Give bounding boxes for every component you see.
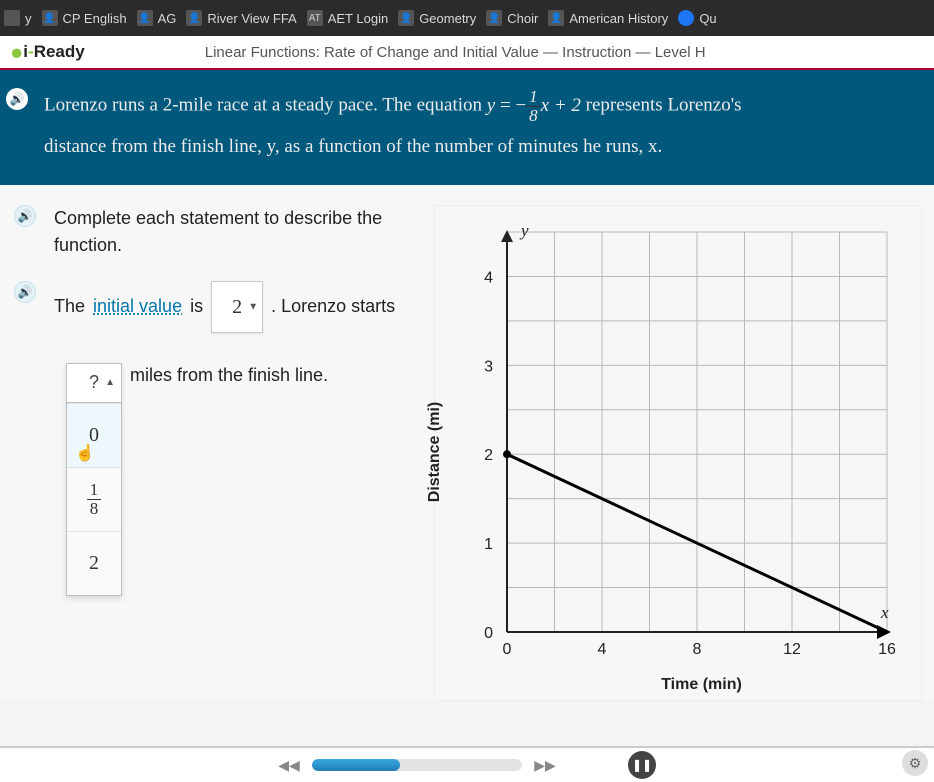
bookmark-label: River View FFA (207, 11, 296, 26)
dropdown-option[interactable]: 0☝ (67, 403, 121, 467)
person-icon: 👤 (486, 10, 502, 26)
progress-fill (312, 759, 400, 771)
initial-value-link[interactable]: initial value (93, 293, 182, 320)
svg-text:2: 2 (484, 447, 493, 464)
eq-y: y (487, 95, 495, 116)
logo-dot: ● (10, 40, 23, 65)
progress-bar[interactable] (312, 759, 522, 771)
svg-text:12: 12 (783, 641, 801, 658)
audio-icon[interactable]: 🔊 (6, 88, 28, 110)
bookmark-item[interactable]: 👤 Choir (486, 10, 538, 26)
bookmark-label: Qu (699, 11, 716, 26)
bookmark-label: Geometry (419, 11, 476, 26)
app-header: ●i-Ready Linear Functions: Rate of Chang… (0, 36, 934, 70)
bookmark-item[interactable]: 👤 American History (548, 10, 668, 26)
eq-xplus: x + 2 (541, 95, 581, 116)
person-icon: 👤 (548, 10, 564, 26)
bookmark-label: Choir (507, 11, 538, 26)
bookmark-item[interactable]: Qu (678, 10, 716, 26)
problem-line2: distance from the finish line, y, as a f… (44, 131, 910, 163)
svg-text:4: 4 (598, 641, 607, 658)
y-axis-label: Distance (mi) (426, 402, 444, 502)
problem-text-b: represents Lorenzo's (586, 95, 742, 116)
settings-button[interactable]: ⚙ (902, 750, 928, 776)
s1-text-c: . Lorenzo starts (271, 293, 395, 320)
dropdown-current[interactable]: ? ▲ (66, 363, 122, 403)
dropdown-value: 2 (232, 292, 242, 322)
person-icon: 👤 (186, 10, 202, 26)
chart-wrap: Distance (mi) 048121601234yx Time (min) (443, 212, 913, 692)
bookmarks-bar: y 👤 CP English 👤 AG 👤 River View FFA AT AET Logi… (0, 0, 934, 36)
dropdown-start-miles[interactable]: ? ▲ 0☝182 (66, 363, 122, 596)
audio-icon[interactable]: 🔊 (14, 205, 36, 227)
bookmark-item[interactable]: 👤 Geometry (398, 10, 476, 26)
chart-column: Distance (mi) 048121601234yx Time (min) (434, 205, 922, 701)
bookmark-item[interactable]: 👤 River View FFA (186, 10, 296, 26)
bookmark-label: AET Login (328, 11, 388, 26)
content-area: 🔊 Complete each statement to describe th… (0, 185, 934, 701)
dropdown-options: 0☝182 (66, 403, 122, 596)
problem-text: Lorenzo runs a 2-mile race at a steady p… (44, 95, 487, 116)
person-icon (4, 10, 20, 26)
circle-icon (678, 10, 694, 26)
bookmark-item[interactable]: y (4, 10, 32, 26)
svg-text:0: 0 (484, 625, 493, 642)
svg-text:y: y (519, 221, 529, 240)
footer-bar: ◀◀ ▶▶ ❚❚ (0, 746, 934, 782)
x-axis-label: Time (min) (661, 676, 742, 694)
svg-text:0: 0 (503, 641, 512, 658)
svg-text:x: x (880, 603, 889, 622)
svg-text:16: 16 (878, 641, 896, 658)
prompt-text: Complete each statement to describe the … (54, 205, 414, 259)
person-icon: 👤 (398, 10, 414, 26)
problem-statement: 🔊 Lorenzo runs a 2-mile race at a steady… (0, 70, 934, 185)
equation: y = −18x + 2 (487, 95, 586, 116)
prompt-row: 🔊 Complete each statement to describe th… (14, 205, 414, 259)
eq-num: 1 (526, 88, 541, 107)
bookmark-label: y (25, 11, 32, 26)
bookmark-item[interactable]: 👤 AG (137, 10, 177, 26)
dropdown-option[interactable]: 18 (67, 467, 121, 531)
dropdown-current-value: ? (89, 372, 99, 393)
bookmark-label: CP English (63, 11, 127, 26)
s2-tail: miles from the finish line. (130, 365, 328, 386)
bookmark-label: AG (158, 11, 177, 26)
lesson-title: Linear Functions: Rate of Change and Ini… (205, 44, 706, 61)
svg-text:3: 3 (484, 358, 493, 375)
bookmark-label: American History (569, 11, 668, 26)
person-icon: 👤 (42, 10, 58, 26)
logo-text-right: Ready (34, 42, 85, 61)
audio-icon[interactable]: 🔊 (14, 281, 36, 303)
svg-text:1: 1 (484, 536, 493, 553)
caret-up-icon: ▲ (105, 377, 115, 388)
statement-1-row: 🔊 The initial value is 2 ▼ . Lorenzo sta… (14, 281, 414, 333)
eq-eqminus: = − (495, 95, 526, 116)
dropdown-option[interactable]: 2 (67, 531, 121, 595)
person-icon: AT (307, 10, 323, 26)
s1-text-a: The (54, 293, 85, 320)
caret-down-icon: ▼ (248, 299, 258, 314)
eq-den: 8 (529, 107, 538, 125)
cursor-hand-icon: ☝ (75, 443, 95, 463)
bookmark-item[interactable]: AT AET Login (307, 10, 388, 26)
dropdown-initial-value[interactable]: 2 ▼ (211, 281, 263, 333)
line-chart: 048121601234yx (443, 212, 913, 662)
iready-logo: ●i-Ready (10, 42, 85, 62)
bookmark-item[interactable]: 👤 CP English (42, 10, 127, 26)
s1-text-b: is (190, 293, 203, 320)
person-icon: 👤 (137, 10, 153, 26)
svg-text:8: 8 (693, 641, 702, 658)
prev-button[interactable]: ◀◀ (278, 754, 300, 776)
next-button[interactable]: ▶▶ (534, 754, 556, 776)
svg-text:4: 4 (484, 269, 493, 286)
pause-button[interactable]: ❚❚ (628, 751, 656, 779)
question-column: 🔊 Complete each statement to describe th… (14, 205, 414, 701)
